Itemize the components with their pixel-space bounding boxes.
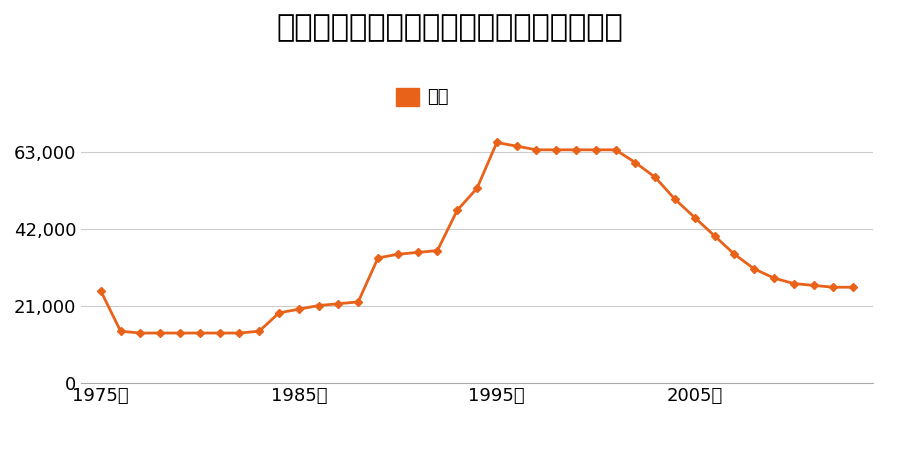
Text: 岐阜県大垣市東前２丁目１４番の地価推移: 岐阜県大垣市東前２丁目１４番の地価推移 [276,14,624,42]
Text: 価格: 価格 [428,88,449,106]
